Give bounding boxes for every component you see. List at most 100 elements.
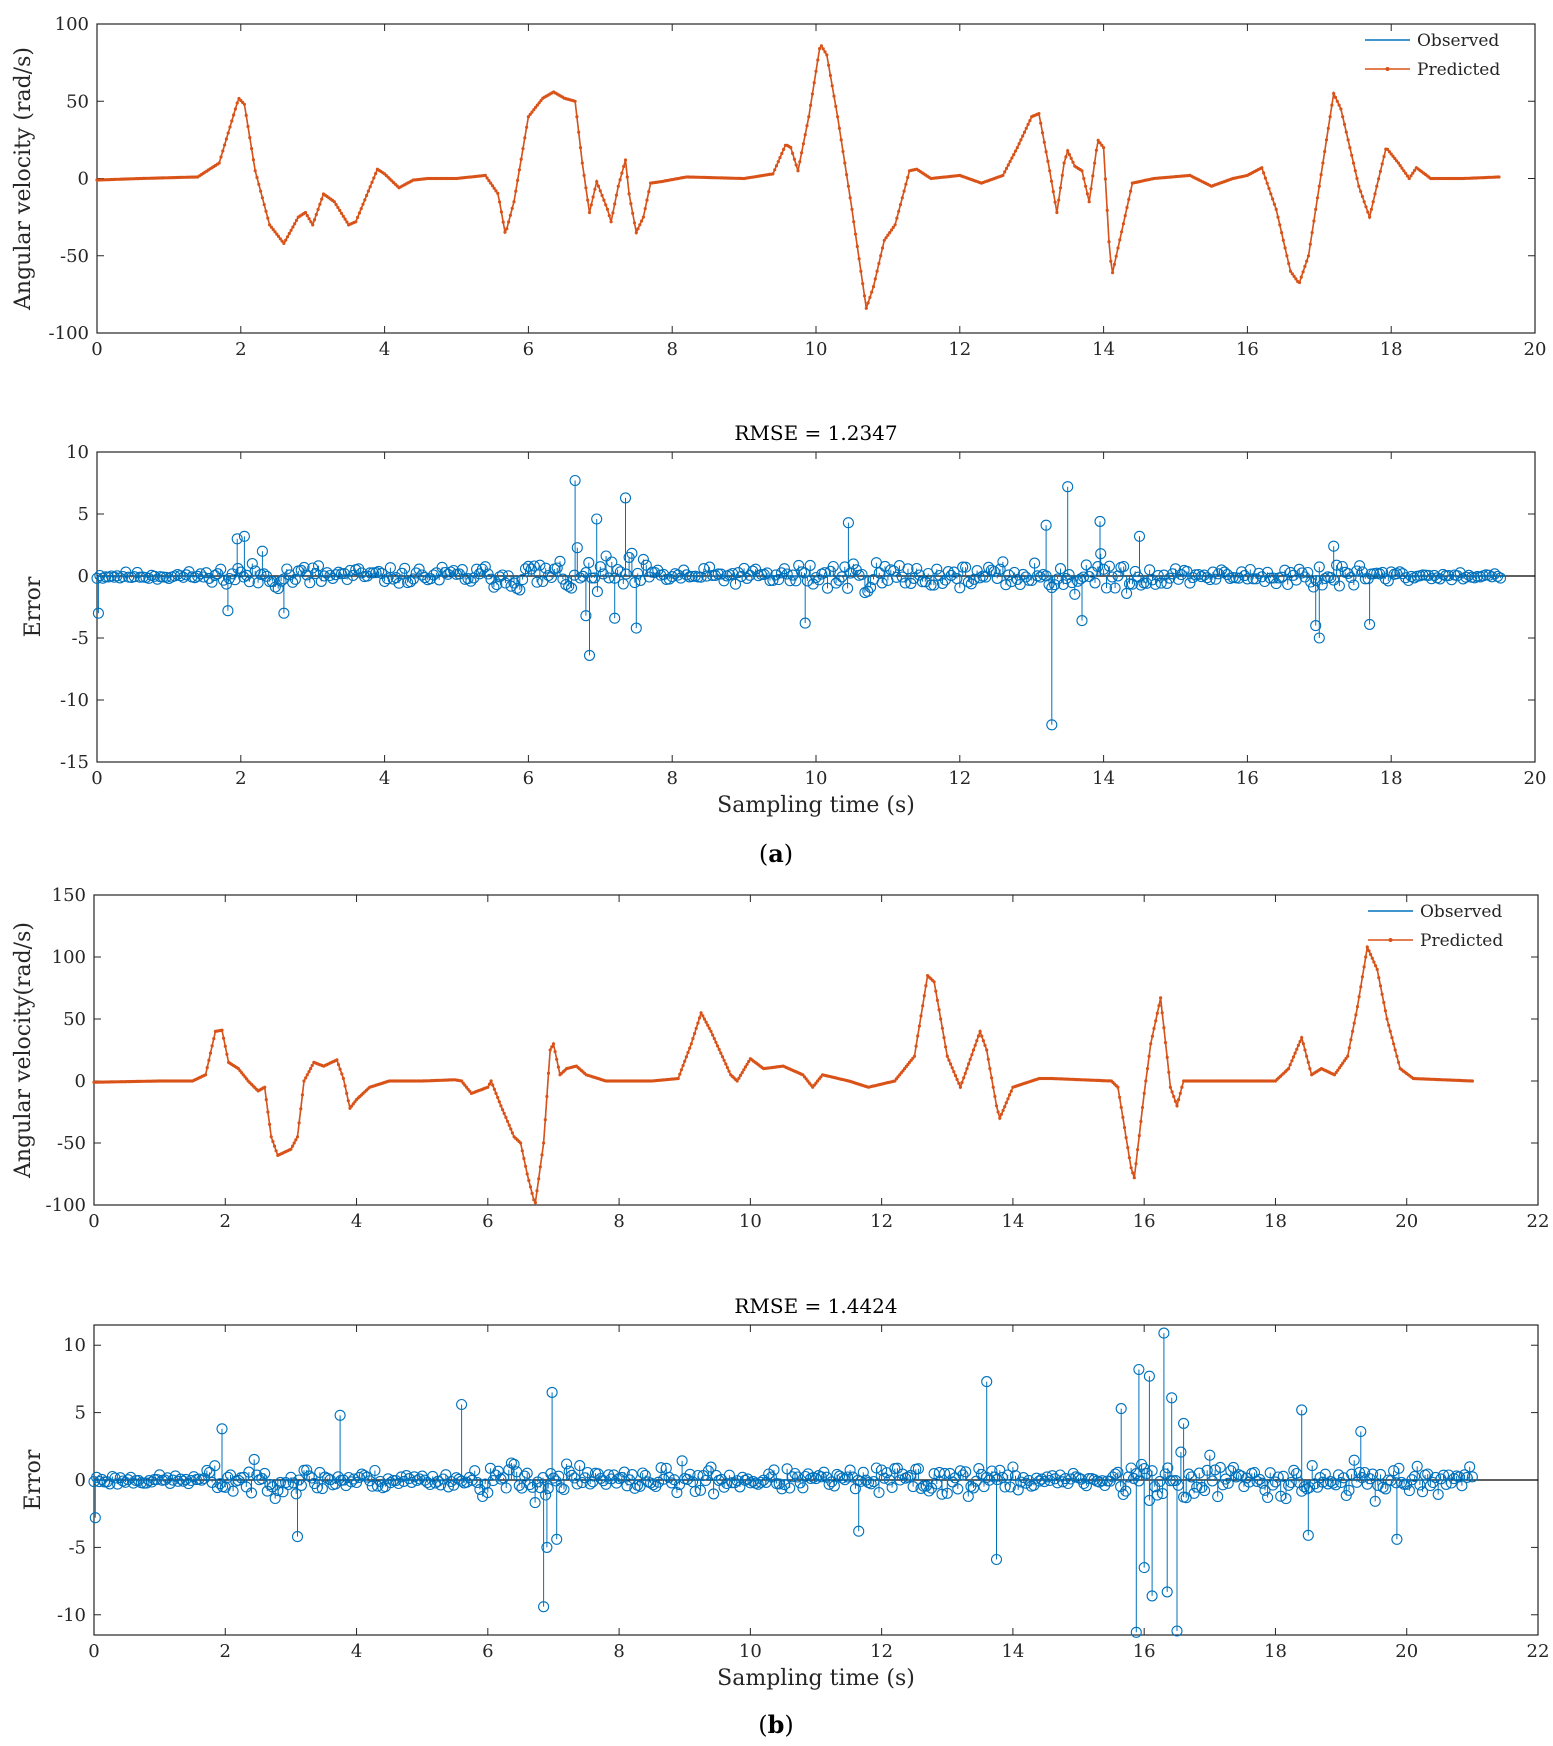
legend-observed-label: Observed [1420,902,1502,922]
error-marker [948,566,960,578]
predicted-point [591,195,595,199]
error-marker [813,574,825,586]
error-marker [586,572,598,584]
predicted-point [623,158,628,162]
x-tick-label: 2 [235,768,246,789]
error-marker [594,561,606,573]
error-marker [217,574,230,586]
error-marker [790,575,802,587]
predicted-point [582,173,586,177]
error-marker [1277,1470,1289,1482]
predicted-point [859,269,863,273]
predicted-point [717,1047,721,1052]
error-marker [708,1488,720,1500]
predicted-point [912,1054,917,1058]
error-marker [980,571,992,583]
error-marker [399,562,411,574]
predicted-point [1378,984,1383,988]
predicted-point [542,1141,546,1145]
predicted-point [1051,190,1055,194]
predicted-point [1140,1105,1145,1110]
predicted-point [1386,147,1390,151]
predicted-point [348,1106,352,1110]
predicted-point [1069,156,1073,160]
panel-caption: (a) [759,839,793,868]
error-marker [337,1474,349,1486]
error-marker [649,566,661,579]
predicted-point [1389,152,1393,156]
predicted-point [1055,210,1059,215]
error-marker [246,558,258,570]
predicted-point [1355,176,1359,181]
error-marker [676,1455,688,1467]
error-marker [1076,615,1088,627]
error-marker [275,575,287,587]
predicted-point [893,223,897,227]
error-marker [1390,1477,1402,1489]
predicted-point [973,1043,977,1047]
error-marker [432,1475,444,1487]
y-tick-label: 10 [63,1335,86,1356]
error-marker [304,577,316,589]
error-marker [338,567,350,580]
error-marker [1267,572,1279,584]
error-marker [112,1478,124,1490]
x-tick-label: 20 [1395,1211,1418,1232]
predicted-point [1366,210,1370,214]
predicted-point [519,1141,523,1145]
error-marker [591,586,603,598]
predicted-point [846,184,851,188]
predicted-point [1300,1036,1304,1040]
error-marker [519,1470,531,1482]
error-marker [810,571,822,584]
error-marker [1146,1465,1158,1477]
error-marker [364,567,376,579]
error-marker [307,562,319,574]
x-tick-label: 22 [1527,1641,1550,1662]
predicted-point [921,1004,925,1008]
predicted-point [530,110,534,114]
y-tick-label: 5 [78,504,89,525]
predicted-point [297,1121,301,1125]
predicted-point [1116,1085,1120,1089]
predicted-point [1305,259,1309,263]
predicted-point [1037,112,1041,116]
predicted-point [1150,1034,1154,1038]
predicted-point [1093,161,1097,165]
predicted-point [492,1087,496,1091]
error-marker [941,1487,953,1499]
predicted-point [332,200,336,204]
x-tick-label: 22 [1527,1211,1550,1232]
error-marker [990,1553,1003,1566]
predicted-point [900,196,904,200]
error-marker [684,1468,696,1480]
predicted-point [1344,1056,1348,1061]
predicted-point [1321,161,1325,165]
error-marker [1416,1486,1429,1498]
error-marker [853,1525,865,1537]
predicted-point [1283,246,1287,250]
predicted-point [525,125,529,129]
predicted-point [224,137,228,141]
predicted-point [957,1081,961,1085]
predicted-point [645,198,649,202]
error-marker [1063,569,1075,581]
predicted-point [294,218,299,222]
error-marker [1325,572,1337,584]
predicted-point [350,1104,354,1108]
error-marker [542,569,555,582]
predicted-point [235,101,239,105]
error-marker [209,1460,221,1472]
predicted-point [1071,160,1075,164]
predicted-point [1120,230,1124,234]
predicted-point [1091,174,1095,178]
predicted-point [791,151,795,155]
error-marker [571,542,583,554]
predicted-point [225,1052,229,1056]
predicted-point [1001,173,1005,177]
predicted-point [1087,200,1091,204]
error-marker [689,1485,701,1498]
error-marker [819,567,831,579]
predicted-point [494,1091,498,1095]
predicted-point [271,227,275,232]
